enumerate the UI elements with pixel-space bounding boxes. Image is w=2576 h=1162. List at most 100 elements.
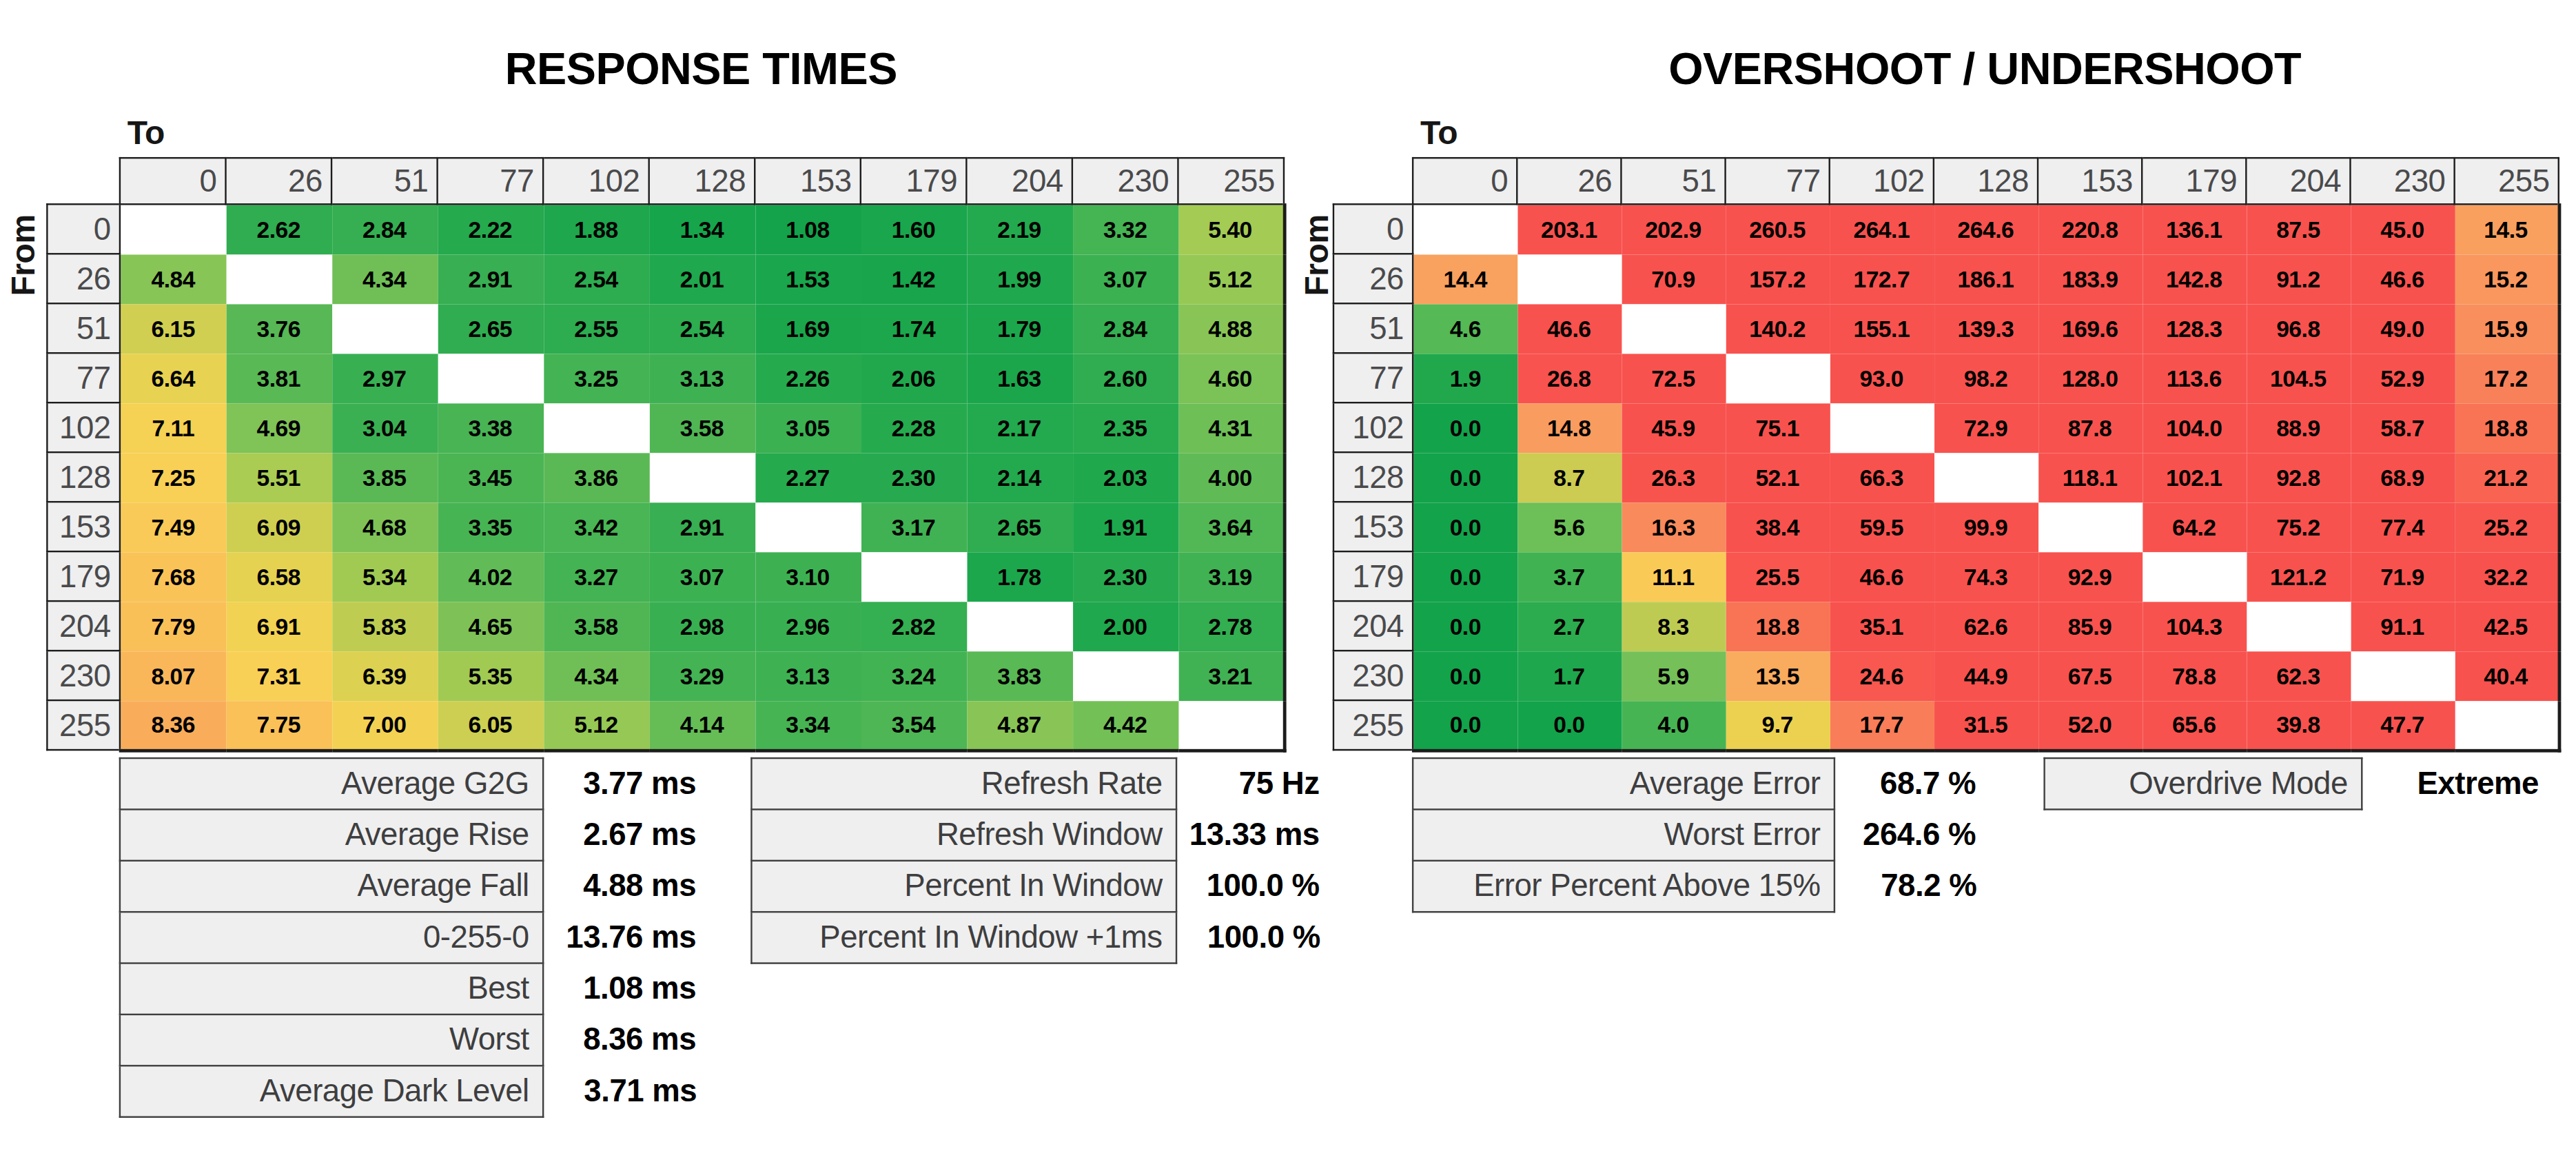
summary-row: Refresh Rate75 Hz: [751, 758, 1320, 809]
summary-label: Average Error: [1413, 758, 1834, 809]
summary-label: Overdrive Mode: [2045, 758, 2362, 809]
heatmap-row-header: 179: [47, 551, 120, 601]
heatmap-cell: 6.39: [331, 651, 438, 700]
heatmap-cell: 7.00: [331, 700, 438, 750]
heatmap-cell: 93.0: [1830, 353, 1934, 402]
heatmap-cell: 85.9: [2038, 601, 2142, 651]
report-page: RESPONSE TIMES OVERSHOOT / UNDERSHOOT To…: [0, 0, 2576, 1162]
heatmap-cell: 40.4: [2455, 651, 2559, 700]
summary-row: Overdrive Mode Extreme: [2045, 758, 2539, 809]
heatmap-cell: 2.22: [438, 204, 544, 254]
heatmap-row: 1280.08.726.352.166.3118.1102.192.868.92…: [1333, 452, 2559, 502]
heatmap-cell: 172.7: [1830, 254, 1934, 303]
heatmap-cell: [755, 502, 861, 551]
heatmap-cell: 21.2: [2455, 452, 2559, 502]
heatmap-corner-cell: [47, 158, 120, 204]
heatmap-cell: 67.5: [2038, 651, 2142, 700]
heatmap-cell: 3.24: [861, 651, 967, 700]
heatmap-cell: 2.19: [966, 204, 1072, 254]
heatmap-cell: 3.25: [543, 353, 649, 402]
summary-label: Refresh Window: [751, 809, 1176, 860]
summary-label: Average Rise: [120, 809, 543, 860]
heatmap-cell: 58.7: [2350, 402, 2454, 452]
heatmap-cell: [1517, 254, 1621, 303]
heatmap-row-header: 153: [1333, 502, 1413, 551]
summary-label: 0-255-0: [120, 912, 543, 963]
heatmap-cell: [1178, 700, 1284, 750]
heatmap-cell: [2455, 700, 2559, 750]
heatmap-cell: 6.58: [225, 551, 331, 601]
heatmap-cell: 13.5: [1726, 651, 1830, 700]
heatmap-col-header: 102: [543, 158, 649, 204]
heatmap-cell: 5.6: [1517, 502, 1621, 551]
overshoot-to-axis-label: To: [1420, 114, 1458, 152]
heatmap-row-header: 102: [47, 402, 120, 452]
summary-value: 100.0 %: [1176, 861, 1320, 912]
heatmap-cell: [1726, 353, 1830, 402]
heatmap-cell: 260.5: [1726, 204, 1830, 254]
heatmap-cell: 4.6: [1413, 303, 1517, 353]
heatmap-cell: 3.27: [543, 551, 649, 601]
heatmap-header-row: 0265177102128153179204230255: [47, 158, 1284, 204]
heatmap-cell: 3.21: [1178, 651, 1284, 700]
summary-value: 8.36 ms: [543, 1015, 697, 1066]
heatmap-row: 2047.796.915.834.653.582.982.962.822.002…: [47, 601, 1284, 651]
heatmap-cell: 128.3: [2142, 303, 2246, 353]
heatmap-cell: [649, 452, 755, 502]
heatmap-row: 1020.014.845.975.172.987.8104.088.958.71…: [1333, 402, 2559, 452]
heatmap-row: 2558.367.757.006.055.124.143.343.544.874…: [47, 700, 1284, 750]
heatmap-col-header: 128: [1934, 158, 2038, 204]
heatmap-cell: 8.07: [120, 651, 226, 700]
heatmap-col-header: 179: [2142, 158, 2246, 204]
heatmap-cell: 8.7: [1517, 452, 1621, 502]
heatmap-row: 1027.114.693.043.383.583.052.282.172.354…: [47, 402, 1284, 452]
heatmap-cell: 136.1: [2142, 204, 2246, 254]
heatmap-cell: 5.35: [438, 651, 544, 700]
heatmap-cell: [120, 204, 226, 254]
heatmap-cell: 96.8: [2246, 303, 2350, 353]
heatmap-cell: 121.2: [2246, 551, 2350, 601]
heatmap-cell: 6.05: [438, 700, 544, 750]
heatmap-cell: 7.49: [120, 502, 226, 551]
heatmap-cell: 7.75: [225, 700, 331, 750]
heatmap-cell: 7.25: [120, 452, 226, 502]
heatmap-cell: 0.0: [1413, 402, 1517, 452]
heatmap-col-header: 0: [1413, 158, 1517, 204]
heatmap-cell: 1.69: [755, 303, 861, 353]
heatmap-cell: 2.35: [1072, 402, 1178, 452]
summary-row: Average G2G3.77 ms: [120, 758, 697, 809]
heatmap-cell: 4.65: [438, 601, 544, 651]
heatmap-cell: 16.3: [1621, 502, 1725, 551]
heatmap-cell: 91.1: [2350, 601, 2454, 651]
heatmap-cell: 2.60: [1072, 353, 1178, 402]
heatmap-cell: [861, 551, 967, 601]
heatmap-cell: 4.42: [1072, 700, 1178, 750]
heatmap-row-header: 255: [47, 700, 120, 750]
heatmap-cell: 2.01: [649, 254, 755, 303]
summary-value: 78.2 %: [1834, 861, 1976, 912]
heatmap-cell: 25.5: [1726, 551, 1830, 601]
heatmap-cell: 1.88: [543, 204, 649, 254]
heatmap-cell: 59.5: [1830, 502, 1934, 551]
summary-row: 0-255-013.76 ms: [120, 912, 697, 963]
heatmap-cell: 7.11: [120, 402, 226, 452]
heatmap-cell: 14.5: [2455, 204, 2559, 254]
summary-value: 3.77 ms: [543, 758, 697, 809]
heatmap-cell: 38.4: [1726, 502, 1830, 551]
heatmap-cell: 3.7: [1517, 551, 1621, 601]
heatmap-row-header: 255: [1333, 700, 1413, 750]
heatmap-cell: 2.97: [331, 353, 438, 402]
heatmap-cell: 71.9: [2350, 551, 2454, 601]
heatmap-cell: 2.54: [543, 254, 649, 303]
heatmap-cell: 3.13: [755, 651, 861, 700]
heatmap-row: 771.926.872.593.098.2128.0113.6104.552.9…: [1333, 353, 2559, 402]
heatmap-cell: 15.2: [2455, 254, 2559, 303]
heatmap-cell: 1.34: [649, 204, 755, 254]
heatmap-row-header: 153: [47, 502, 120, 551]
heatmap-row: 1797.686.585.344.023.273.073.101.782.303…: [47, 551, 1284, 601]
heatmap-cell: 4.87: [966, 700, 1072, 750]
heatmap-cell: 8.3: [1621, 601, 1725, 651]
heatmap-cell: [331, 303, 438, 353]
heatmap-cell: 0.0: [1413, 700, 1517, 750]
heatmap-col-header: 153: [755, 158, 861, 204]
